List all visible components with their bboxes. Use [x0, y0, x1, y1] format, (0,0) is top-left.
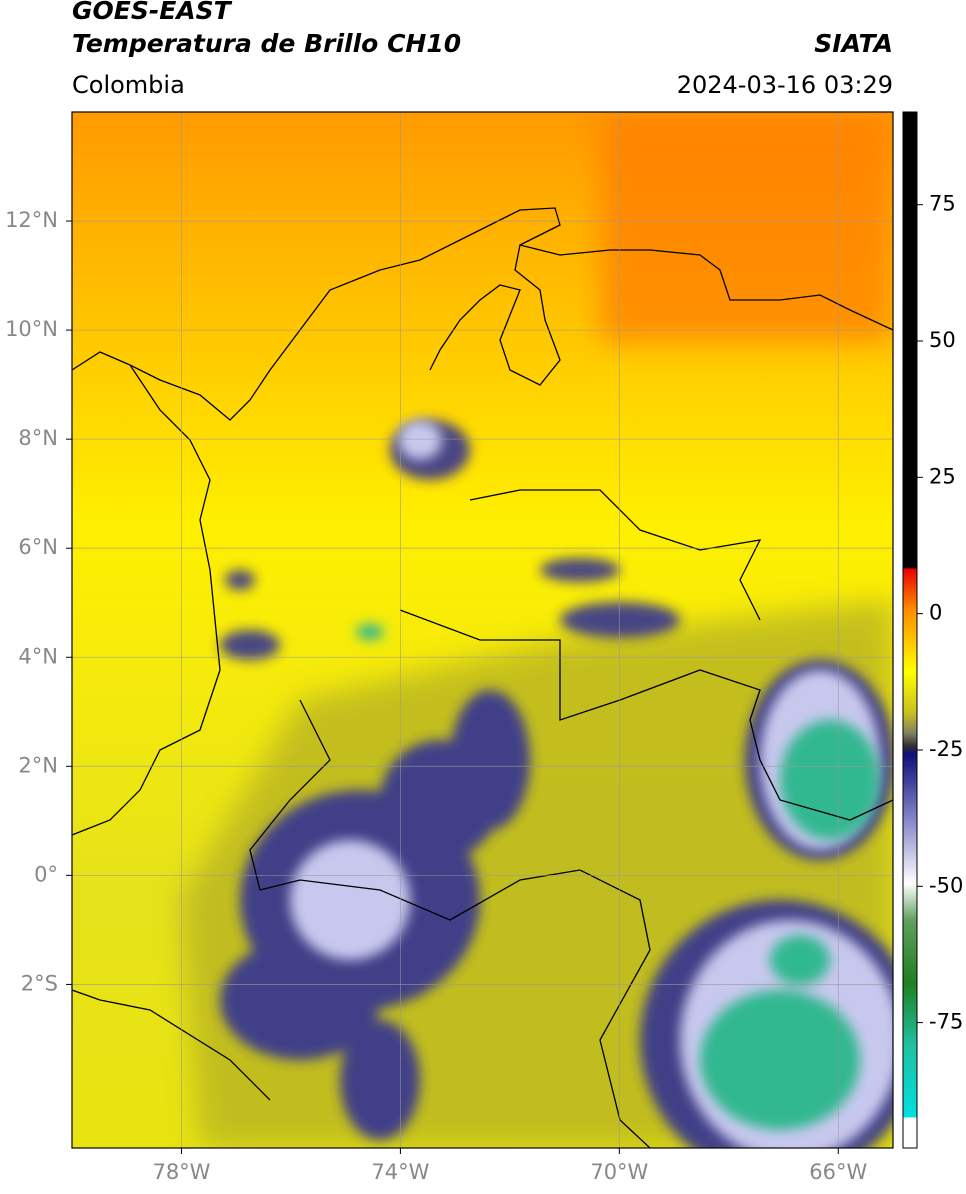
x-tick-label: 70°W: [590, 1160, 648, 1184]
y-tick-label: 6°N: [18, 535, 58, 559]
x-tick-label: 74°W: [371, 1160, 429, 1184]
map-image: [72, 112, 893, 1148]
y-tick-label: 4°N: [18, 644, 58, 668]
colorbar-label: 25: [929, 464, 956, 488]
region: Colombia: [72, 71, 185, 99]
source: SIATA: [814, 29, 893, 58]
y-tick-label: 2°N: [18, 753, 58, 777]
x-tick-label: 66°W: [809, 1160, 867, 1184]
datetime: 2024-03-16 03:29: [677, 71, 893, 99]
y-tick-label: 8°N: [18, 426, 58, 450]
map-frame: [71, 111, 894, 1149]
colorbar-label: -50: [929, 873, 963, 897]
colorbar-label: -75: [929, 1010, 963, 1034]
colorbar-label: -25: [929, 737, 963, 761]
colorbar-label: 50: [929, 328, 956, 352]
y-tick-label: 0°: [34, 862, 58, 886]
x-tick-label: 78°W: [152, 1160, 210, 1184]
grid: [72, 112, 893, 1148]
y-tick-label: 2°S: [21, 971, 58, 995]
subtitle: Temperatura de Brillo CH10: [72, 29, 461, 58]
colorbar-label: 75: [929, 192, 956, 216]
title: GOES-EAST: [72, 0, 233, 25]
colorbar: [902, 111, 918, 1149]
y-tick-label: 10°N: [5, 317, 58, 341]
y-tick-label: 12°N: [5, 208, 58, 232]
colorbar-label: 0: [929, 601, 942, 625]
